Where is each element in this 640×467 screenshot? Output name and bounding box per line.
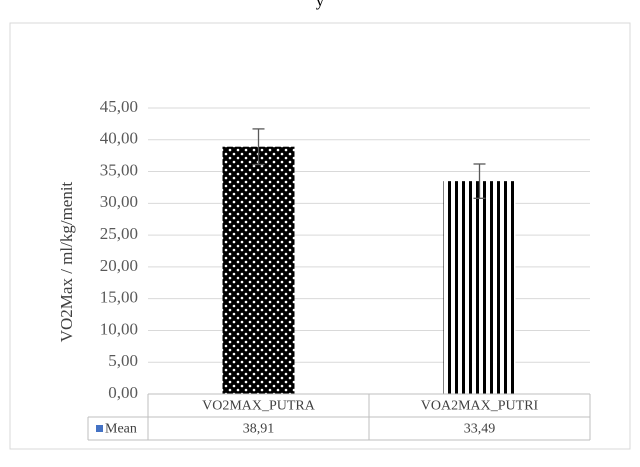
gridlines bbox=[148, 107, 590, 363]
category-label: VO2MAX_PUTRA bbox=[202, 399, 316, 414]
y-tick-label: 40,00 bbox=[100, 129, 138, 148]
y-tick-label: 15,00 bbox=[100, 288, 138, 307]
bars bbox=[222, 146, 516, 394]
y-tick-label: 10,00 bbox=[100, 319, 138, 338]
y-tick-label: 45,00 bbox=[100, 97, 138, 116]
data-table-value: 38,91 bbox=[243, 422, 275, 437]
category-label: VOA2MAX_PUTRI bbox=[421, 399, 539, 414]
y-axis-label: VO2Max / ml/kg/menit bbox=[57, 181, 76, 342]
y-tick-label: 5,00 bbox=[108, 351, 138, 370]
y-tick-label: 0,00 bbox=[108, 383, 138, 402]
bar-voa2max_putri bbox=[443, 181, 516, 394]
bar-vo2max_putra bbox=[222, 146, 295, 394]
y-tick-label: 20,00 bbox=[100, 256, 138, 275]
data-table-value: 33,49 bbox=[464, 422, 496, 437]
y-tick-label: 30,00 bbox=[100, 192, 138, 211]
error-bar bbox=[473, 163, 486, 199]
error-bars bbox=[252, 128, 486, 199]
y-tick-label: 25,00 bbox=[100, 224, 138, 243]
error-bar bbox=[252, 128, 265, 166]
top-text-fragment: y bbox=[315, 0, 325, 10]
y-axis-ticks: 0,00 5,00 10,00 15,00 20,00 25,00 30,00 35,00 40… bbox=[100, 97, 138, 402]
data-table: VO2MAX_PUTRA 38,91 VOA2MAX_PUTRI 33,49 Mean bbox=[87, 393, 591, 441]
legend-key-swatch bbox=[96, 425, 103, 432]
chart-border bbox=[9, 22, 631, 450]
y-tick-label: 35,00 bbox=[100, 160, 138, 179]
legend-series-name: Mean bbox=[105, 422, 137, 437]
